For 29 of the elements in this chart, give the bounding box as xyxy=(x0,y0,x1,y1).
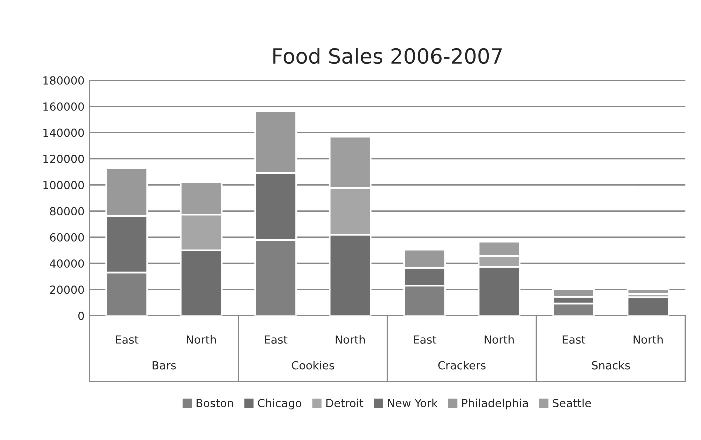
legend-label: Detroit xyxy=(326,398,364,408)
y-tick-label: 60000 xyxy=(50,233,84,242)
text: Cookies xyxy=(292,361,334,370)
chart-title: Food Sales 2006-2007 xyxy=(274,48,502,64)
x-tick-label: North xyxy=(634,335,663,344)
legend-label: Chicago xyxy=(258,398,302,410)
legend-label: Philadelphia xyxy=(462,398,528,410)
x-tick-label: North xyxy=(336,335,366,344)
x-tick-label: East xyxy=(265,336,288,344)
text: Bars xyxy=(152,361,176,370)
y-tick-label: 160000 xyxy=(44,102,84,112)
x-tick-label: East xyxy=(414,336,437,344)
x-tick-label: East xyxy=(562,336,586,344)
text: Snacks xyxy=(592,361,630,370)
y-tick-label: 180000 xyxy=(44,76,84,85)
y-tick-label: 20000 xyxy=(50,286,84,294)
legend-label: Seattle xyxy=(553,398,592,408)
text: Crackers xyxy=(438,361,486,370)
y-tick-label: 100000 xyxy=(44,181,84,190)
y-tick-label: 80000 xyxy=(50,207,84,216)
y-tick-label: 0 xyxy=(78,312,84,320)
legend-label: Boston xyxy=(196,399,234,408)
legend-label: New York xyxy=(388,398,438,408)
y-tick-label: 140000 xyxy=(44,128,84,138)
y-tick-label: 120000 xyxy=(44,154,84,164)
y-tick-label: 40000 xyxy=(50,260,84,268)
x-tick-label: North xyxy=(484,335,514,344)
x-tick-label: East xyxy=(116,336,139,344)
x-tick-label: North xyxy=(187,335,216,344)
